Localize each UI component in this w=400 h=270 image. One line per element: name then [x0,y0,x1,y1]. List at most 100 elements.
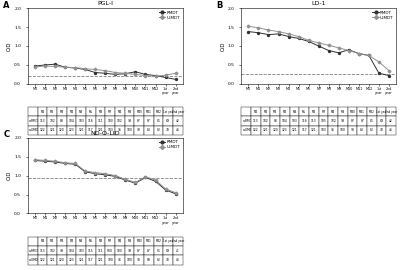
RMDT [153,74,158,77]
RMDT [386,74,391,77]
Text: Post-treatment: Post-treatment [158,108,183,112]
RMDT [33,159,38,162]
Title: ND-O-LID: ND-O-LID [90,131,120,136]
U-MDT [386,69,391,72]
U-MDT [73,162,78,165]
U-MDT [73,66,78,69]
U-MDT [143,175,148,178]
U-MDT [93,68,98,71]
RMDT [173,192,178,195]
RMDT [153,180,158,183]
RMDT [143,176,148,179]
U-MDT [33,158,38,161]
RMDT [53,63,58,66]
Text: A: A [3,1,10,9]
RMDT [133,70,138,73]
U-MDT [316,41,321,45]
RMDT [356,52,361,55]
Legend: RMDT, U-MDT: RMDT, U-MDT [372,10,394,20]
RMDT [123,178,128,182]
U-MDT [113,174,118,177]
U-MDT [113,71,118,74]
U-MDT [93,171,98,174]
U-MDT [43,65,48,68]
RMDT [123,72,128,75]
U-MDT [53,160,58,163]
U-MDT [276,30,281,33]
U-MDT [366,54,371,57]
U-MDT [326,44,331,47]
RMDT [163,188,168,192]
U-MDT [376,60,381,63]
U-MDT [83,170,88,173]
U-MDT [123,72,128,75]
Line: U-MDT: U-MDT [248,25,390,72]
RMDT [163,76,168,79]
RMDT [366,54,371,57]
RMDT [63,162,68,165]
U-MDT [33,65,38,69]
RMDT [376,72,381,75]
U-MDT [266,28,271,32]
RMDT [296,37,301,40]
RMDT [256,31,261,34]
RMDT [103,72,108,75]
Y-axis label: O.D: O.D [7,171,12,180]
U-MDT [103,69,108,72]
RMDT [143,73,148,76]
RMDT [83,170,88,173]
Text: C: C [3,130,9,139]
RMDT [133,181,138,185]
Line: U-MDT: U-MDT [34,159,176,194]
RMDT [103,173,108,177]
U-MDT [163,187,168,190]
Line: U-MDT: U-MDT [34,65,176,77]
U-MDT [346,49,351,52]
RMDT [346,48,351,51]
Title: PGL-I: PGL-I [97,1,113,6]
RMDT [266,33,271,36]
U-MDT [306,39,311,42]
U-MDT [103,172,108,175]
U-MDT [63,161,68,164]
U-MDT [163,73,168,77]
Line: RMDT: RMDT [248,31,390,76]
U-MDT [286,32,291,35]
Legend: RMDT, U-MDT: RMDT, U-MDT [158,10,180,20]
RMDT [73,66,78,70]
U-MDT [123,178,128,181]
RMDT [336,51,341,55]
Line: RMDT: RMDT [34,63,176,80]
U-MDT [336,46,341,49]
RMDT [113,175,118,178]
Text: B: B [217,1,223,9]
Y-axis label: O.D: O.D [7,41,12,51]
RMDT [83,68,88,71]
RMDT [43,63,48,67]
U-MDT [143,74,148,77]
U-MDT [53,65,58,68]
RMDT [316,44,321,48]
RMDT [93,71,98,74]
RMDT [93,172,98,175]
RMDT [63,66,68,69]
U-MDT [83,67,88,70]
U-MDT [153,178,158,182]
U-MDT [63,66,68,69]
Legend: RMDT, U-MDT: RMDT, U-MDT [158,140,180,150]
U-MDT [356,52,361,55]
RMDT [276,32,281,35]
U-MDT [296,35,301,38]
RMDT [173,78,178,81]
RMDT [33,65,38,68]
RMDT [73,163,78,166]
Text: Post-treatment: Post-treatment [372,108,396,112]
U-MDT [246,25,251,28]
RMDT [246,30,251,33]
U-MDT [173,72,178,75]
RMDT [43,160,48,163]
U-MDT [133,181,138,184]
RMDT [53,160,58,164]
RMDT [113,73,118,76]
U-MDT [153,75,158,78]
